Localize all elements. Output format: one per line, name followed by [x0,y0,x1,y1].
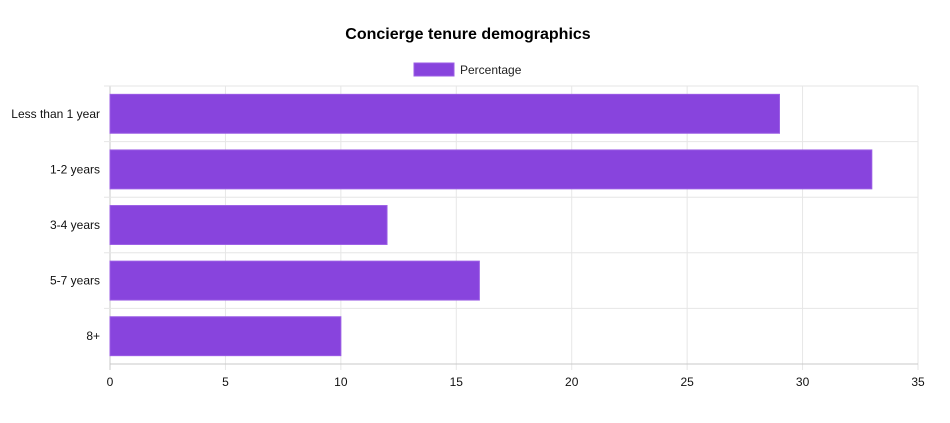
y-tick-label: 5-7 years [50,274,100,288]
x-axis-labels: 0 5 10 15 20 25 30 35 [107,375,925,389]
bars [109,93,873,357]
x-tick-label: 0 [107,375,114,389]
y-tick-label: 3-4 years [50,218,100,232]
x-tick-label: 30 [796,375,810,389]
chart-title: Concierge tenure demographics [345,26,590,43]
bar[interactable] [109,149,873,190]
y-axis-labels: Less than 1 year 1-2 years 3-4 years 5-7 ye… [11,107,100,343]
x-tick-label: 15 [450,375,464,389]
x-tick-label: 10 [334,375,348,389]
bar[interactable] [109,260,480,301]
legend-label: Percentage [460,63,522,77]
x-tick-label: 20 [565,375,579,389]
legend-swatch [413,62,455,77]
legend[interactable]: Percentage [413,62,522,77]
x-tick-label: 35 [911,375,925,389]
x-tick-label: 5 [222,375,229,389]
y-tick-label: Less than 1 year [11,107,100,121]
x-tick-label: 25 [680,375,694,389]
bar[interactable] [109,205,388,245]
y-tick-label: 8+ [86,329,100,343]
y-tick-label: 1-2 years [50,162,100,176]
bar[interactable] [109,316,342,357]
bar[interactable] [109,93,780,134]
